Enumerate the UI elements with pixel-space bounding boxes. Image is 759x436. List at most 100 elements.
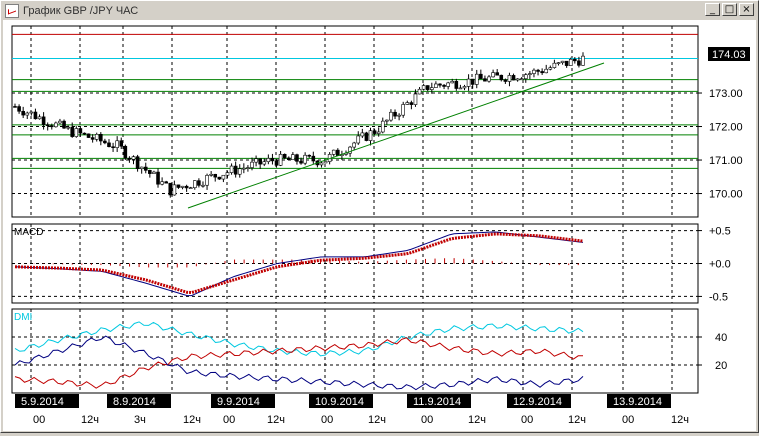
candle-body <box>217 176 222 180</box>
candle-body <box>180 185 185 188</box>
title-bar[interactable]: График GBP /JPY ЧАС _ □ × <box>3 3 756 19</box>
candle-body <box>356 135 361 144</box>
candle-body <box>523 74 528 80</box>
candle-body <box>499 74 504 81</box>
candle-body <box>25 112 30 116</box>
minimize-button[interactable]: _ <box>705 3 720 16</box>
current-price-tag <box>708 47 750 61</box>
candle-body <box>470 78 475 85</box>
candle-body <box>233 165 238 175</box>
candle-body <box>438 83 442 86</box>
candle-body <box>70 126 75 137</box>
y-tick-label: 172.00 <box>709 122 743 134</box>
window-title: График GBP /JPY ЧАС <box>23 5 139 17</box>
candle-body <box>29 111 34 114</box>
candle-body <box>515 78 520 81</box>
candle-body <box>66 126 70 129</box>
candle-body <box>385 119 389 122</box>
minus-di-line <box>14 337 584 389</box>
hour-label: 12ч <box>568 414 586 426</box>
current-price-label: 174.03 <box>712 49 746 61</box>
candle-body <box>560 60 565 63</box>
candle-body <box>491 72 495 78</box>
candle-body <box>115 140 119 148</box>
date-label: 13.9.2014 <box>613 396 662 408</box>
candle-body <box>397 114 401 117</box>
close-button[interactable]: × <box>739 3 754 16</box>
candle-body <box>446 82 450 87</box>
candle-body <box>564 60 569 66</box>
candle-body <box>94 134 99 140</box>
candle-body <box>13 106 17 108</box>
candle-body <box>442 84 446 87</box>
candle-body <box>532 69 536 74</box>
candle-body <box>49 125 54 128</box>
candle-body <box>221 174 226 180</box>
chart-area[interactable]: 173.00 172.00 171.00 170.00 174.03 MACD +0.… <box>3 20 756 431</box>
candle-body <box>266 158 271 163</box>
date-label: 12.9.2014 <box>513 396 562 408</box>
candle-body <box>331 149 336 155</box>
macd-label: MACD <box>14 227 43 238</box>
candle-body <box>425 85 430 90</box>
candle-body <box>37 116 42 120</box>
candle-body <box>495 72 499 76</box>
candle-body <box>372 130 377 134</box>
candle-body <box>303 154 307 164</box>
candle-body <box>33 111 38 120</box>
date-label-bg <box>211 394 275 408</box>
candle-body <box>421 85 426 90</box>
candle-body <box>160 181 164 185</box>
candle-body <box>405 102 410 105</box>
candle-body <box>528 73 532 75</box>
adx-line <box>14 321 584 357</box>
date-label-bg <box>407 394 471 408</box>
candle-body <box>393 111 397 117</box>
candle-body <box>307 154 312 157</box>
candle-body <box>246 167 250 169</box>
hour-label: 12ч <box>267 414 285 426</box>
plus-di-line <box>14 335 584 391</box>
candle-body <box>62 120 66 129</box>
candle-body <box>143 166 148 171</box>
candle-body <box>376 131 381 134</box>
y-tick-label: -0.5 <box>709 291 728 303</box>
candle-body <box>409 102 414 105</box>
candle-body <box>201 184 205 187</box>
candle-body <box>454 80 459 89</box>
hour-label: 00 <box>622 414 634 426</box>
chart-canvas[interactable]: 173.00 172.00 171.00 170.00 174.03 MACD +0.… <box>3 20 756 431</box>
candle-body <box>319 162 324 166</box>
candle-body <box>479 73 483 79</box>
candle-body <box>540 71 544 74</box>
candle-body <box>237 168 242 175</box>
candle-body <box>225 172 230 176</box>
candle-body <box>107 142 111 148</box>
window-controls: _ □ × <box>705 3 754 16</box>
dmi-label: DMI <box>14 312 32 323</box>
candle-body <box>90 137 95 140</box>
maximize-button[interactable]: □ <box>722 3 737 16</box>
candle-body <box>58 120 62 124</box>
candle-body <box>168 182 173 196</box>
candle-body <box>568 58 573 66</box>
candle-body <box>258 158 262 165</box>
candle-body <box>278 153 283 166</box>
candle-body <box>548 67 553 70</box>
candle-body <box>503 79 508 82</box>
hour-label: 12ч <box>671 414 689 426</box>
candle-body <box>434 83 438 88</box>
candle-body <box>577 60 581 66</box>
candle-body <box>254 158 258 163</box>
candle-body <box>274 160 279 166</box>
candle-body <box>368 130 373 141</box>
candle-body <box>213 173 218 178</box>
candle-body <box>336 149 340 156</box>
price-panel: 173.00 172.00 171.00 170.00 174.03 <box>11 25 750 218</box>
candle-body <box>282 153 287 159</box>
candle-body <box>176 184 181 188</box>
date-label-bg <box>15 394 79 408</box>
candle-body <box>99 134 103 142</box>
macd-panel: MACD +0.5 +0.0 -0.5 <box>11 223 731 304</box>
